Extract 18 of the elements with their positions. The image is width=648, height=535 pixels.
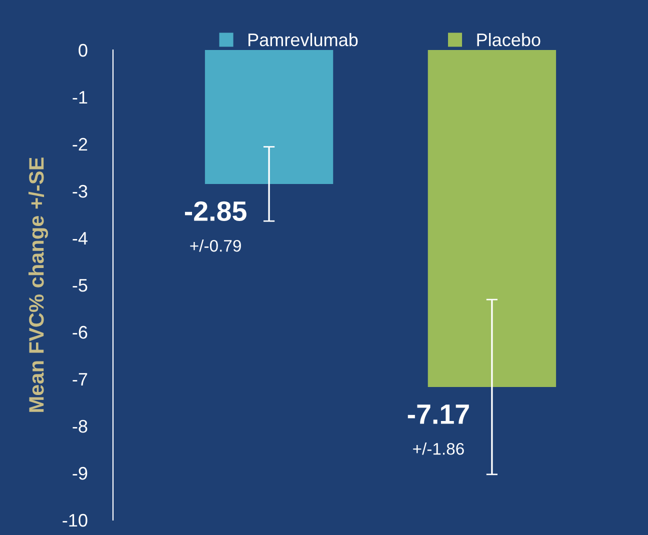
y-tick-label: 0 [78,44,88,57]
legend-label: Pamrevlumab [248,32,358,46]
y-tick-label: -1 [72,91,88,104]
data-label: -2.85 [184,201,246,222]
y-axis-title: Mean FVC% change +/-SE [28,158,48,412]
annotation: +/-1.86 [413,442,464,455]
y-tick-label: -7 [72,373,88,386]
y-tick-label: -6 [72,326,88,339]
data-label: -7.17 [408,404,469,424]
y-tick-label: -4 [72,232,88,245]
y-tick-label: -8 [72,420,88,433]
y-tick-label: -3 [72,184,88,198]
y-tick-label: -10 [62,514,88,527]
y-tick-label: -5 [72,279,88,292]
y-tick-label: -9 [72,466,88,480]
y-tick-label: -2 [72,138,88,151]
legend-label: Placebo [477,32,540,46]
annotation: +/-0.79 [190,240,241,252]
